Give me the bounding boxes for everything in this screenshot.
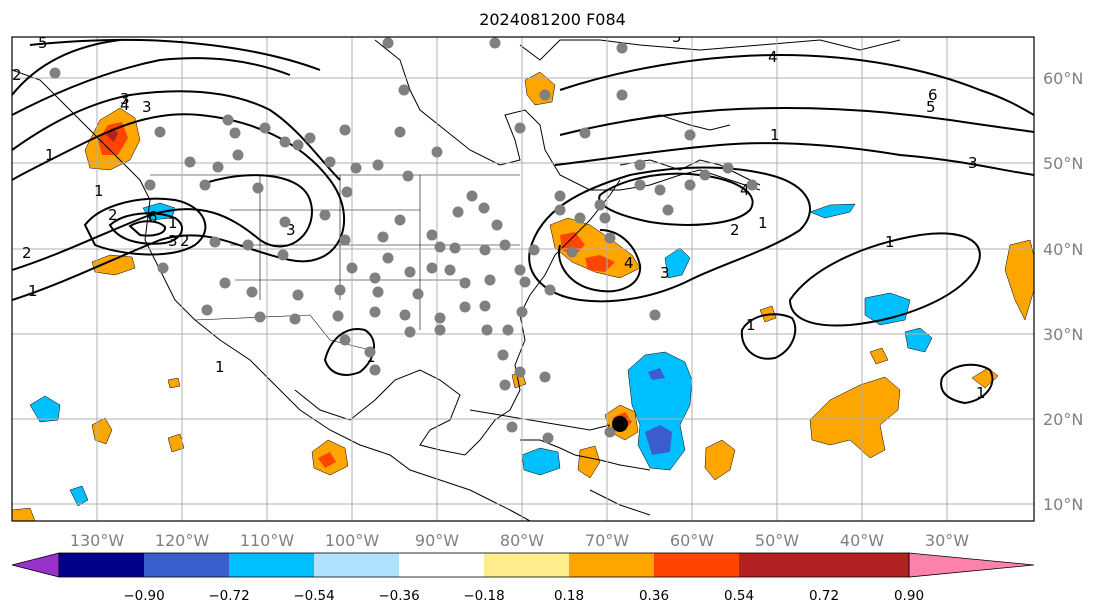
colorbar-label: −0.90	[123, 588, 164, 604]
contour-label: 2	[12, 66, 22, 84]
station-markers	[49, 37, 758, 444]
contour-label: 2	[730, 221, 740, 239]
colorbar-segment	[399, 553, 484, 577]
contour-label: 1	[215, 358, 225, 376]
contour-label: 2	[22, 244, 32, 262]
colorbar-segment	[484, 553, 569, 577]
lon-label: 40°W	[840, 531, 884, 550]
contour-label: 1	[28, 282, 38, 300]
contour-label: 1	[758, 214, 768, 232]
contour-label: 4	[120, 96, 130, 114]
contour-label: 6	[148, 208, 158, 226]
contour-label: 1	[746, 316, 756, 334]
map-title: 2024081200 F084	[479, 10, 626, 29]
colorbar-segment	[569, 553, 654, 577]
contour-label: 1	[885, 233, 895, 251]
lon-label: 60°W	[670, 531, 714, 550]
lon-label: 70°W	[585, 531, 629, 550]
colorbar-segment	[144, 553, 229, 577]
contour-label: 3	[168, 232, 178, 250]
lon-label: 110°W	[240, 531, 295, 550]
colorbar-segment	[654, 553, 739, 577]
colorbar-segment	[824, 553, 909, 577]
contour-label: 5	[926, 98, 936, 116]
colorbar-label: 0.18	[554, 588, 584, 604]
colorbar-right-extend	[909, 553, 1034, 577]
anomaly-shading	[12, 71, 1034, 521]
colorbar-segment	[739, 553, 824, 577]
contour-label: 2	[180, 232, 190, 250]
lon-label: 120°W	[155, 531, 210, 550]
lat-label: 10°N	[1043, 495, 1083, 514]
colorbar-label: 0.36	[639, 588, 669, 604]
longitude-axis: 130°W 120°W 110°W 100°W 90°W 80°W 70°W 6…	[70, 531, 969, 550]
colorbar-label: 0.72	[809, 588, 839, 604]
contour-label: 5	[38, 34, 48, 52]
colorbar-label: 0.90	[894, 588, 924, 604]
storm-center-marker	[612, 416, 628, 432]
colorbar-segment	[229, 553, 314, 577]
lon-label: 80°W	[500, 531, 544, 550]
contour-label: 1	[770, 126, 780, 144]
colorbar-label: −0.54	[293, 588, 334, 604]
contour-label: 4	[624, 254, 634, 272]
colorbar-segment	[59, 553, 144, 577]
contour-label: 4	[768, 48, 778, 66]
contour-labels: 5 4 3 2 1 1 2 3 6 3 2 1 4 3 2 1 1 3 1 1 …	[12, 28, 986, 402]
contour-label: 3	[120, 90, 130, 108]
contour-label: 3	[142, 98, 152, 116]
lat-label: 20°N	[1043, 410, 1083, 429]
colorbar: −0.90 −0.72 −0.54 −0.36 −0.18 0.18 0.36 …	[11, 552, 1035, 604]
map-frame	[11, 36, 1035, 522]
contour-label: 3	[660, 264, 670, 282]
lon-label: 100°W	[325, 531, 380, 550]
contour-label: 6	[928, 86, 938, 104]
colorbar-label: 0.54	[724, 588, 754, 604]
contour-label: 1	[94, 182, 104, 200]
contour-label: 1	[45, 146, 55, 164]
colorbar-label: −0.18	[463, 588, 504, 604]
lon-label: 30°W	[925, 531, 969, 550]
lat-label: 60°N	[1043, 69, 1083, 88]
lon-label: 50°W	[755, 531, 799, 550]
colorbar-left-extend	[12, 553, 59, 577]
contour-label: 4	[740, 181, 750, 199]
lon-label: 130°W	[70, 531, 125, 550]
contour-label: 1	[976, 384, 986, 402]
lat-label: 50°N	[1043, 154, 1083, 173]
grid	[12, 37, 1034, 521]
lat-label: 40°N	[1043, 240, 1083, 259]
lat-label: 30°N	[1043, 325, 1083, 344]
coastlines	[12, 39, 901, 521]
colorbar-label: −0.72	[208, 588, 249, 604]
contour-label: 3	[286, 221, 296, 239]
colorbar-label: −0.36	[378, 588, 419, 604]
contour-label: 3	[968, 154, 978, 172]
latitude-axis: 60°N 50°N 40°N 30°N 20°N 10°N	[1043, 69, 1083, 514]
contour-label: 1	[168, 214, 178, 232]
lon-label: 90°W	[415, 531, 459, 550]
contour-label: 2	[108, 206, 118, 224]
contour-label: 5	[672, 28, 682, 46]
colorbar-segment	[314, 553, 399, 577]
